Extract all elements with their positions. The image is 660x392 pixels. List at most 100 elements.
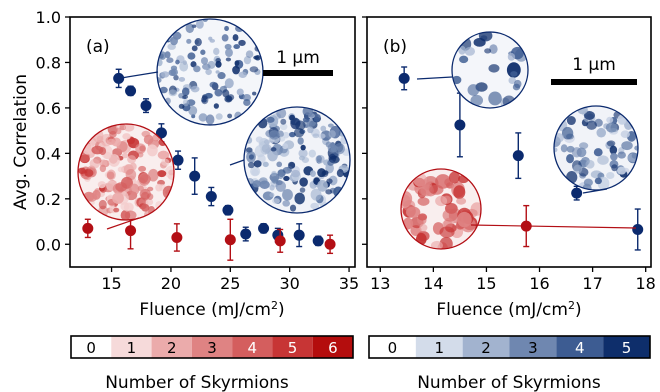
panel-b: 13 14 15 16 17 18 (b) 1 μm Fluence (mJ/cm2): [362, 16, 656, 320]
x-tick-label: 25: [220, 274, 240, 293]
skyrmion-dot: [214, 89, 223, 97]
skyrmion-dot: [488, 91, 502, 106]
skyrmion-dot: [200, 49, 206, 55]
skyrmion-dot: [221, 34, 229, 42]
y-axis-label: Avg. Correlation: [11, 74, 31, 210]
skyrmion-dot: [170, 36, 178, 46]
panel-a-label: (a): [86, 37, 110, 57]
skyrmion-dot: [194, 37, 202, 47]
data-point: [125, 85, 137, 97]
skyrmion-dot: [606, 172, 615, 180]
skyrmion-dot: [610, 152, 618, 161]
skyrmion-dot: [233, 44, 240, 50]
colorbar-tick-label: 1: [434, 339, 444, 357]
colorbar-segment: [462, 336, 510, 358]
skyrmion-dot: [308, 149, 317, 158]
skyrmion-dot: [190, 61, 197, 68]
colorbar-segment: [509, 336, 557, 358]
skyrmion-dot: [336, 169, 344, 178]
skyrmion-dot: [91, 145, 104, 155]
panel-b-ticks: 13 14 15 16 17 18: [362, 16, 656, 293]
skyrmion-dot: [439, 226, 455, 238]
skyrmion-dot: [611, 164, 618, 172]
inset-image-b-left: [400, 168, 482, 250]
skyrmion-dot: [282, 200, 291, 207]
skyrmion-dot: [508, 76, 517, 85]
skyrmion-dot: [249, 66, 259, 73]
skyrmion-dot: [245, 50, 254, 59]
skyrmion-dot: [325, 189, 333, 195]
skyrmion-dot: [178, 103, 185, 109]
y-tick-label: 0.0: [36, 235, 61, 254]
skyrmion-dot: [289, 114, 296, 121]
inset-image-b-top: [451, 31, 529, 109]
skyrmion-dot: [596, 127, 607, 138]
skyrmion-dot: [269, 192, 275, 198]
skyrmion-dot: [467, 84, 480, 96]
inset-image-b-right: [553, 105, 639, 191]
colorbar-tick-label: 1: [127, 339, 137, 357]
skyrmion-dot: [444, 178, 454, 187]
skyrmion-dot: [162, 185, 174, 199]
skyrmion-dot: [198, 113, 208, 122]
skyrmion-dot: [609, 145, 618, 155]
skyrmion-dot: [334, 143, 345, 155]
skyrmion-dot: [262, 161, 269, 168]
skyrmion-dot: [507, 52, 516, 61]
skyrmion-dot: [127, 155, 137, 164]
skyrmion-dot: [586, 120, 597, 130]
data-point: [571, 187, 583, 199]
skyrmion-dot: [245, 147, 253, 153]
skyrmion-dot: [143, 134, 154, 145]
skyrmion-dot: [170, 68, 178, 77]
panel-a: 15 20 25 30 35 0.0 0.2 0.4 0.6 0.8 1.0 (a) 1 μm Av…: [11, 8, 359, 320]
colorbar-segment: [312, 336, 353, 358]
data-point: [222, 204, 234, 216]
skyrmion-dot: [456, 197, 467, 205]
skyrmion-dot: [435, 195, 448, 207]
skyrmion-dot: [89, 158, 100, 169]
skyrmion-dot: [282, 131, 290, 139]
skyrmion-dot: [238, 71, 247, 78]
skyrmion-dot: [161, 158, 170, 166]
colorbar-tick-label: 5: [288, 339, 298, 357]
data-point: [293, 229, 305, 241]
skyrmion-dot: [227, 113, 233, 119]
skyrmion-dot: [123, 202, 134, 213]
skyrmion-dot: [146, 144, 158, 157]
skyrmion-dot: [417, 213, 428, 221]
skyrmion-dot: [270, 147, 277, 152]
colorbar-tick-label: 3: [528, 339, 538, 357]
skyrmion-dot: [109, 130, 117, 138]
skyrmion-dot: [291, 169, 301, 178]
skyrmion-dot: [139, 188, 151, 200]
colorbar-frame: [70, 335, 354, 359]
skyrmion-dot: [298, 149, 308, 158]
skyrmion-dot: [322, 170, 329, 175]
skyrmion-dot: [159, 86, 168, 94]
data-point: [398, 72, 410, 84]
skyrmion-dot: [294, 192, 305, 205]
skyrmion-dot: [232, 34, 239, 42]
colorbar-segment: [556, 336, 604, 358]
skyrmion-dot: [195, 19, 204, 29]
skyrmion-dot: [513, 79, 522, 89]
skyrmion-dot: [571, 147, 582, 158]
panel-b-data-marks: [398, 66, 644, 251]
colorbar-segment: [191, 336, 233, 358]
data-point: [632, 224, 644, 235]
skyrmion-dot: [261, 144, 272, 153]
x-tick-label: 30: [280, 274, 300, 293]
data-point: [155, 127, 167, 139]
colorbar-segment: [71, 336, 112, 358]
x-tick-label: 18: [636, 274, 656, 293]
x-tick-label: 17: [582, 274, 602, 293]
skyrmion-dot: [470, 94, 484, 106]
data-point: [82, 222, 94, 234]
data-point: [125, 225, 137, 237]
skyrmion-dot: [135, 143, 146, 154]
skyrmion-dot: [276, 161, 283, 168]
skyrmion-dot: [117, 166, 125, 173]
skyrmion-dot: [442, 208, 458, 222]
